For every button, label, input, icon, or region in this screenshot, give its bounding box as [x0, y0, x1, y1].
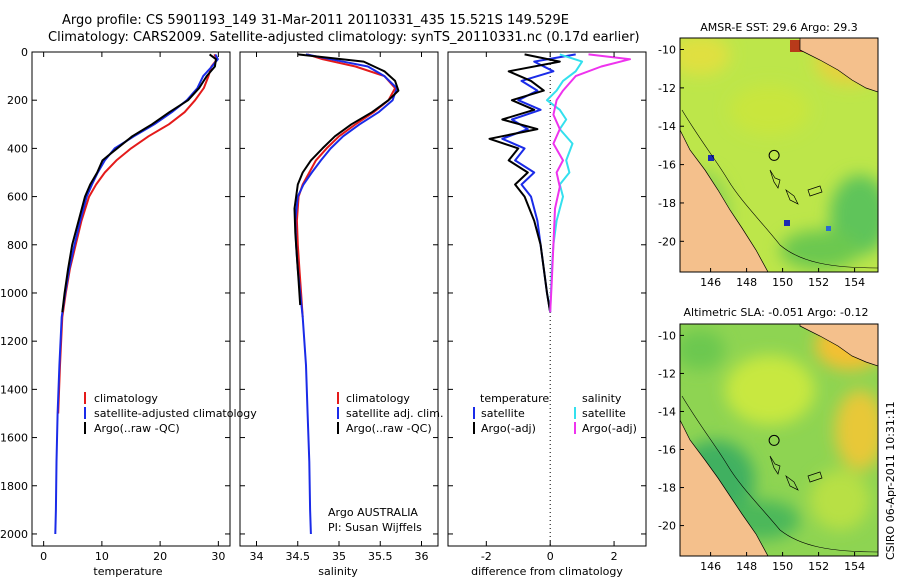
- difference-x-axis: -2 0 2: [481, 52, 618, 563]
- temperature-legend: climatology satellite-adjusted climatolo…: [84, 392, 257, 435]
- depth-tick-label: 0: [21, 46, 28, 59]
- salinity-xlabel: salinity: [318, 565, 358, 578]
- depth-tick-label: 800: [7, 239, 28, 252]
- sla-map-frame: [679, 323, 879, 557]
- sst-map-frame: [679, 37, 879, 273]
- map-x-tick-label: 150: [772, 560, 793, 573]
- diff-legend-sal-satellite: satellite: [582, 407, 626, 420]
- sal-legend-climatology: climatology: [346, 392, 410, 405]
- map-y-tick-label: -16: [658, 444, 676, 457]
- depth-axis: 0 200 400 600 800 1000 1200 1400 1600 1800 2000: [0, 46, 646, 541]
- sla-float-marker: [768, 434, 780, 446]
- temperature-panel-frame: [31, 51, 231, 547]
- map-y-tick-label: -14: [658, 120, 676, 133]
- map-y-tick-label: -12: [658, 82, 676, 95]
- salinity-x-axis: 34 34.5 35 35.5 36: [250, 52, 429, 563]
- legend-satellite-adjusted: satellite-adjusted climatology: [94, 407, 257, 420]
- title-line-1: Argo profile: CS 5901193_149 31-Mar-2011…: [62, 13, 569, 28]
- series-sal_satellite: [546, 53, 584, 313]
- series-satellite: [294, 53, 398, 535]
- difference-legend: temperature salinity satellite Argo(-adj…: [473, 392, 637, 435]
- sst-float-marker: [768, 149, 780, 161]
- depth-tick-label: 1800: [0, 480, 28, 493]
- map-x-tick-label: 148: [736, 276, 757, 289]
- depth-tick-label: 2000: [0, 528, 28, 541]
- depth-tick-label: 1600: [0, 432, 28, 445]
- map-y-tick-label: -18: [658, 197, 676, 210]
- sla-map: [680, 324, 878, 556]
- map-y-tick-label: -16: [658, 159, 676, 172]
- map-x-tick-label: 154: [844, 276, 865, 289]
- x-tick-label: -2: [481, 550, 492, 563]
- difference-xlabel: difference from climatology: [471, 565, 623, 578]
- x-tick-label: 0: [547, 550, 554, 563]
- x-tick-label: 34.5: [286, 550, 311, 563]
- title-line-2: Climatology: CARS2009. Satellite-adjuste…: [48, 30, 640, 45]
- depth-tick-label: 200: [7, 94, 28, 107]
- series-argo: [293, 53, 400, 306]
- sst-map-axes: 146 148 150 152 154 -10 -12 -14 -16 -18 -20: [658, 44, 865, 289]
- sal-legend-satellite: satellite adj. clim.: [346, 407, 443, 420]
- x-tick-label: 34: [250, 550, 264, 563]
- temperature-xlabel: temperature: [93, 565, 162, 578]
- x-tick-label: 36: [415, 550, 429, 563]
- x-tick-label: 20: [153, 550, 167, 563]
- x-tick-label: 10: [95, 550, 109, 563]
- x-tick-label: 2: [611, 550, 618, 563]
- map-y-tick-label: -20: [658, 235, 676, 248]
- map-y-tick-label: -10: [658, 329, 676, 342]
- salinity-series: [293, 53, 400, 535]
- map-y-tick-label: -10: [658, 44, 676, 57]
- depth-tick-label: 1200: [0, 335, 28, 348]
- legend-climatology: climatology: [94, 392, 158, 405]
- diff-legend-sal-argo: Argo(-adj): [582, 422, 637, 435]
- series-temp_argo: [488, 53, 561, 313]
- x-tick-label: 35: [332, 550, 346, 563]
- map-x-tick-label: 148: [736, 560, 757, 573]
- series-satellite: [54, 53, 219, 535]
- map-x-tick-label: 146: [700, 276, 721, 289]
- map-x-tick-label: 154: [844, 560, 865, 573]
- map-y-tick-label: -20: [658, 520, 676, 533]
- sla-map-axes: 146 148 150 152 154 -10 -12 -14 -16 -18 -20: [658, 329, 865, 573]
- map-x-tick-label: 150: [772, 276, 793, 289]
- series-sal_argo: [549, 53, 631, 313]
- diff-legend-temperature-heading: temperature: [480, 392, 549, 405]
- argo-program-label: Argo AUSTRALIA: [328, 506, 418, 519]
- map-y-tick-label: -18: [658, 482, 676, 495]
- series-climatology: [295, 53, 397, 318]
- x-tick-label: 35.5: [368, 550, 393, 563]
- map-x-tick-label: 146: [700, 560, 721, 573]
- sal-legend-argo: Argo(..raw -QC): [346, 422, 432, 435]
- series-climatology: [57, 53, 219, 414]
- series-argo: [61, 53, 217, 313]
- map-y-tick-label: -12: [658, 367, 676, 380]
- map-x-tick-label: 152: [808, 276, 829, 289]
- temperature-x-axis: 0 10 20 30: [40, 52, 225, 563]
- depth-tick-label: 1400: [0, 383, 28, 396]
- x-tick-label: 30: [211, 550, 225, 563]
- depth-tick-label: 400: [7, 142, 28, 155]
- map-y-tick-label: -14: [658, 405, 676, 418]
- depth-tick-label: 1000: [0, 287, 28, 300]
- salinity-legend: climatology satellite adj. clim. Argo(..…: [337, 392, 443, 435]
- sla-map-title: Altimetric SLA: -0.051 Argo: -0.12: [684, 306, 869, 319]
- diff-legend-temp-satellite: satellite: [481, 407, 525, 420]
- sst-map: [680, 38, 878, 272]
- x-tick-label: 0: [40, 550, 47, 563]
- diff-legend-temp-argo: Argo(-adj): [481, 422, 536, 435]
- difference-panel-frame: [447, 51, 647, 547]
- sst-map-title: AMSR-E SST: 29.6 Argo: 29.3: [700, 21, 858, 34]
- salinity-panel-frame: [239, 51, 439, 547]
- legend-argo: Argo(..raw -QC): [94, 422, 180, 435]
- diff-legend-salinity-heading: salinity: [582, 392, 622, 405]
- map-x-tick-label: 152: [808, 560, 829, 573]
- difference-series: [488, 53, 631, 313]
- temperature-series: [54, 53, 219, 535]
- depth-tick-label: 600: [7, 191, 28, 204]
- csiro-timestamp: CSIRO 06-Apr-2011 10:31:11: [884, 401, 897, 560]
- argo-pi-label: PI: Susan Wijffels: [328, 521, 422, 534]
